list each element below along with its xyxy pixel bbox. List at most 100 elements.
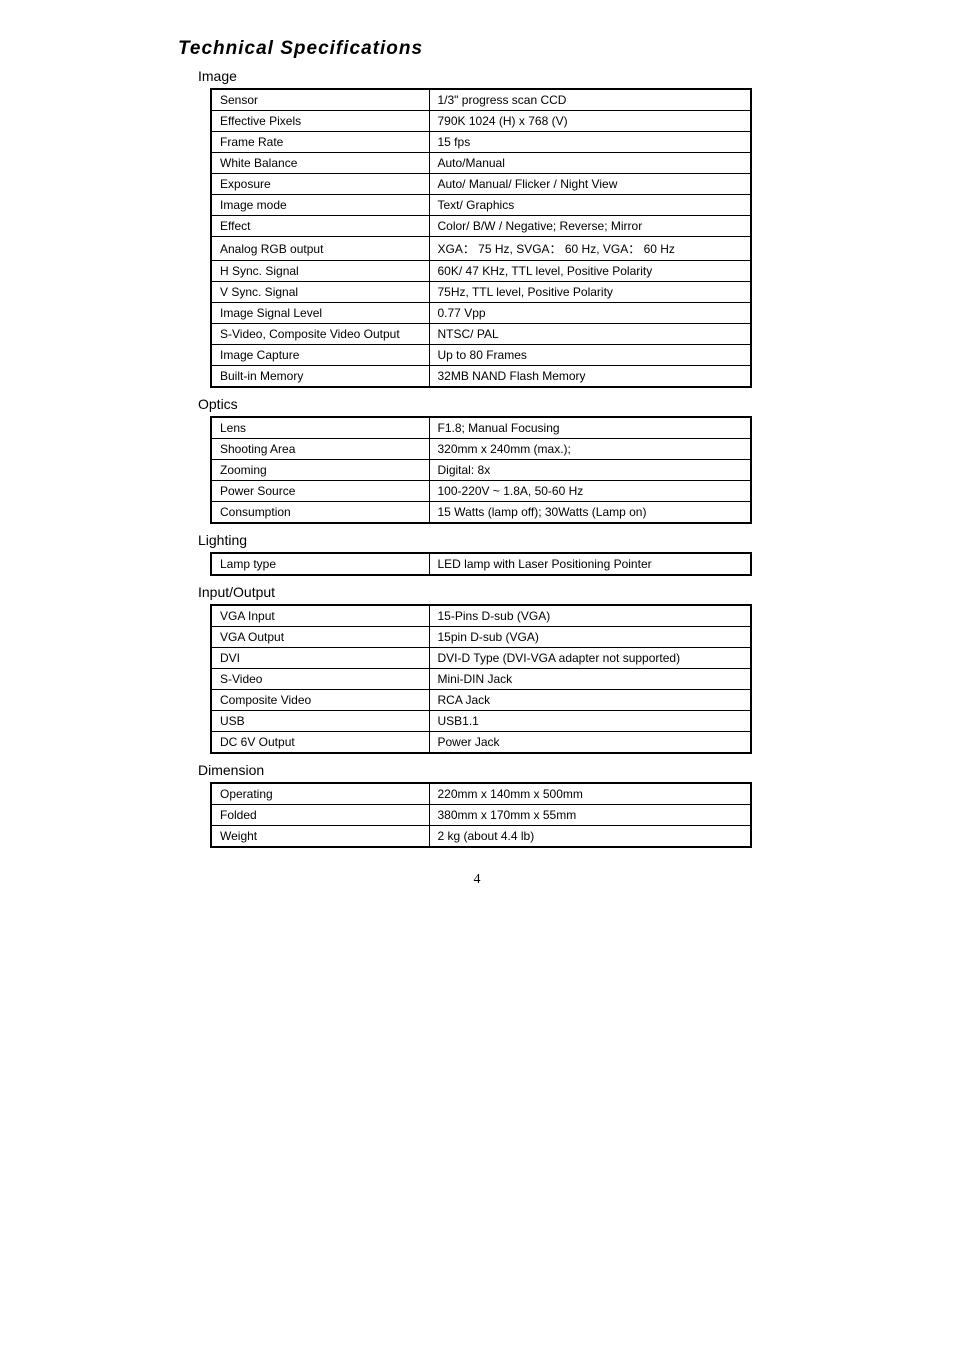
spec-value: 0.77 Vpp <box>429 303 751 324</box>
spec-table: VGA Input15-Pins D-sub (VGA)VGA Output15… <box>210 604 752 754</box>
page-content: Technical Specifications Image Sensor1/3"… <box>0 0 954 888</box>
table-row: DVIDVI-D Type (DVI-VGA adapter not suppo… <box>211 648 751 669</box>
table-row: Built-in Memory32MB NAND Flash Memory <box>211 366 751 388</box>
spec-label: Effect <box>211 216 429 237</box>
spec-label: Sensor <box>211 89 429 111</box>
table-row: Image modeText/ Graphics <box>211 195 751 216</box>
spec-value: Digital: 8x <box>429 460 751 481</box>
table-row: ExposureAuto/ Manual/ Flicker / Night Vi… <box>211 174 751 195</box>
spec-label: H Sync. Signal <box>211 261 429 282</box>
spec-label: Composite Video <box>211 690 429 711</box>
page-title: Technical Specifications <box>178 38 776 60</box>
table-row: V Sync. Signal75Hz, TTL level, Positive … <box>211 282 751 303</box>
spec-value: 320mm x 240mm (max.); <box>429 439 751 460</box>
spec-label: Lamp type <box>211 553 429 575</box>
spec-label: Frame Rate <box>211 132 429 153</box>
table-row: Lamp typeLED lamp with Laser Positioning… <box>211 553 751 575</box>
spec-label: Analog RGB output <box>211 237 429 261</box>
table-row: VGA Input15-Pins D-sub (VGA) <box>211 605 751 627</box>
spec-label: VGA Input <box>211 605 429 627</box>
spec-value: Color/ B/W / Negative; Reverse; Mirror <box>429 216 751 237</box>
spec-value: 2 kg (about 4.4 lb) <box>429 826 751 848</box>
spec-value: Auto/ Manual/ Flicker / Night View <box>429 174 751 195</box>
spec-label: S-Video, Composite Video Output <box>211 324 429 345</box>
section-heading: Dimension <box>198 762 776 778</box>
spec-label: Lens <box>211 417 429 439</box>
spec-value: Text/ Graphics <box>429 195 751 216</box>
spec-value: Power Jack <box>429 732 751 754</box>
spec-value: 60K/ 47 KHz, TTL level, Positive Polarit… <box>429 261 751 282</box>
spec-table: LensF1.8; Manual FocusingShooting Area32… <box>210 416 752 524</box>
table-row: Consumption15 Watts (lamp off); 30Watts … <box>211 502 751 524</box>
spec-value: RCA Jack <box>429 690 751 711</box>
table-row: Operating220mm x 140mm x 500mm <box>211 783 751 805</box>
table-row: USBUSB1.1 <box>211 711 751 732</box>
table-row: LensF1.8; Manual Focusing <box>211 417 751 439</box>
spec-value: F1.8; Manual Focusing <box>429 417 751 439</box>
spec-value: Up to 80 Frames <box>429 345 751 366</box>
table-row: S-VideoMini-DIN Jack <box>211 669 751 690</box>
spec-value: Mini-DIN Jack <box>429 669 751 690</box>
spec-label: White Balance <box>211 153 429 174</box>
spec-value: DVI-D Type (DVI-VGA adapter not supporte… <box>429 648 751 669</box>
spec-value: 32MB NAND Flash Memory <box>429 366 751 388</box>
spec-label: VGA Output <box>211 627 429 648</box>
table-row: Folded380mm x 170mm x 55mm <box>211 805 751 826</box>
spec-label: S-Video <box>211 669 429 690</box>
spec-value: 790K 1024 (H) x 768 (V) <box>429 111 751 132</box>
table-row: ZoomingDigital: 8x <box>211 460 751 481</box>
spec-value: XGA： 75 Hz, SVGA： 60 Hz, VGA： 60 Hz <box>429 237 751 261</box>
section-heading: Lighting <box>198 532 776 548</box>
spec-value: LED lamp with Laser Positioning Pointer <box>429 553 751 575</box>
table-row: White BalanceAuto/Manual <box>211 153 751 174</box>
spec-label: Shooting Area <box>211 439 429 460</box>
spec-value: 220mm x 140mm x 500mm <box>429 783 751 805</box>
spec-table: Sensor1/3" progress scan CCDEffective Pi… <box>210 88 752 388</box>
table-row: Power Source100-220V ~ 1.8A, 50-60 Hz <box>211 481 751 502</box>
sections-container: Image Sensor1/3" progress scan CCDEffecti… <box>178 68 776 848</box>
spec-label: Image Signal Level <box>211 303 429 324</box>
spec-value: NTSC/ PAL <box>429 324 751 345</box>
spec-label: Power Source <box>211 481 429 502</box>
spec-value: 15-Pins D-sub (VGA) <box>429 605 751 627</box>
table-row: VGA Output15pin D-sub (VGA) <box>211 627 751 648</box>
section-heading: Optics <box>198 396 776 412</box>
table-row: Sensor1/3" progress scan CCD <box>211 89 751 111</box>
table-row: H Sync. Signal60K/ 47 KHz, TTL level, Po… <box>211 261 751 282</box>
spec-value: 100-220V ~ 1.8A, 50-60 Hz <box>429 481 751 502</box>
spec-value: Auto/Manual <box>429 153 751 174</box>
spec-label: Exposure <box>211 174 429 195</box>
spec-value: 15pin D-sub (VGA) <box>429 627 751 648</box>
spec-label: Consumption <box>211 502 429 524</box>
table-row: Image CaptureUp to 80 Frames <box>211 345 751 366</box>
spec-label: Image Capture <box>211 345 429 366</box>
spec-value: 15 fps <box>429 132 751 153</box>
spec-label: Image mode <box>211 195 429 216</box>
spec-label: Folded <box>211 805 429 826</box>
section-heading: Input/Output <box>198 584 776 600</box>
spec-label: DC 6V Output <box>211 732 429 754</box>
table-row: Analog RGB outputXGA： 75 Hz, SVGA： 60 Hz… <box>211 237 751 261</box>
spec-table: Operating220mm x 140mm x 500mmFolded380m… <box>210 782 752 848</box>
spec-label: Operating <box>211 783 429 805</box>
spec-label: Zooming <box>211 460 429 481</box>
spec-value: 380mm x 170mm x 55mm <box>429 805 751 826</box>
table-row: DC 6V OutputPower Jack <box>211 732 751 754</box>
spec-value: 75Hz, TTL level, Positive Polarity <box>429 282 751 303</box>
table-row: Weight2 kg (about 4.4 lb) <box>211 826 751 848</box>
spec-label: V Sync. Signal <box>211 282 429 303</box>
table-row: Effective Pixels790K 1024 (H) x 768 (V) <box>211 111 751 132</box>
table-row: Frame Rate15 fps <box>211 132 751 153</box>
table-row: Image Signal Level0.77 Vpp <box>211 303 751 324</box>
spec-value: USB1.1 <box>429 711 751 732</box>
section-heading: Image <box>198 68 776 84</box>
spec-label: Built-in Memory <box>211 366 429 388</box>
spec-value: 15 Watts (lamp off); 30Watts (Lamp on) <box>429 502 751 524</box>
spec-label: USB <box>211 711 429 732</box>
spec-label: Effective Pixels <box>211 111 429 132</box>
spec-table: Lamp typeLED lamp with Laser Positioning… <box>210 552 752 576</box>
spec-label: DVI <box>211 648 429 669</box>
spec-label: Weight <box>211 826 429 848</box>
page-number: 4 <box>178 872 776 888</box>
spec-value: 1/3" progress scan CCD <box>429 89 751 111</box>
